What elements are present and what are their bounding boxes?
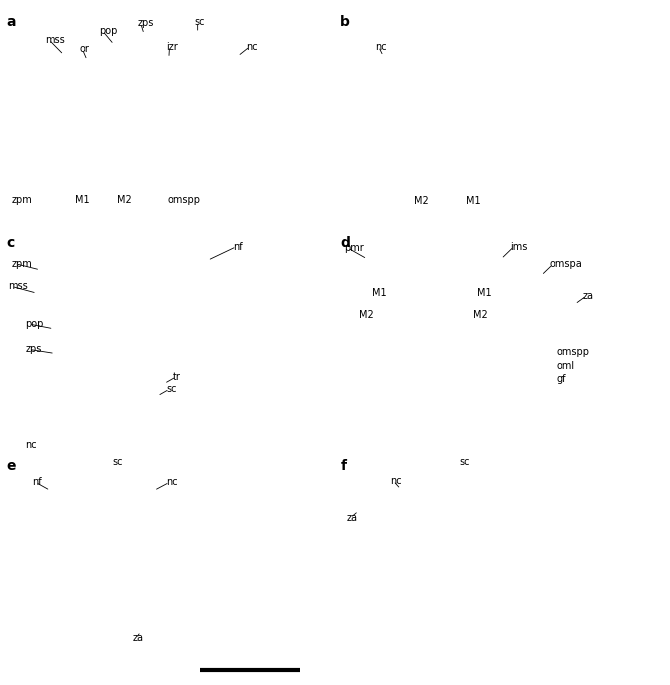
Text: sc: sc xyxy=(194,17,205,27)
Text: pop: pop xyxy=(25,319,44,329)
Text: M2: M2 xyxy=(414,197,429,206)
Text: M2: M2 xyxy=(117,195,132,205)
Text: za: za xyxy=(347,513,358,523)
Text: M1: M1 xyxy=(372,288,387,298)
Text: nc: nc xyxy=(375,42,387,51)
Text: M1: M1 xyxy=(75,195,90,205)
Text: zps: zps xyxy=(25,345,42,354)
Text: omspa: omspa xyxy=(549,260,582,269)
Text: M1: M1 xyxy=(477,288,492,298)
Text: sc: sc xyxy=(459,457,470,466)
Text: zpm: zpm xyxy=(12,259,33,269)
Text: pop: pop xyxy=(99,26,117,36)
Text: b: b xyxy=(340,15,350,29)
Text: omspp: omspp xyxy=(168,195,200,205)
Text: gf: gf xyxy=(556,375,565,384)
Text: tr: tr xyxy=(173,372,181,382)
Text: f: f xyxy=(340,459,346,473)
Text: nc: nc xyxy=(390,476,401,486)
Text: M2: M2 xyxy=(473,310,488,320)
Text: M1: M1 xyxy=(466,197,480,206)
Text: oml: oml xyxy=(556,361,574,371)
Text: nc: nc xyxy=(25,440,37,450)
Text: c: c xyxy=(7,236,15,249)
Text: sc: sc xyxy=(113,457,123,466)
Text: nc: nc xyxy=(247,42,258,51)
Text: zpm: zpm xyxy=(12,195,33,205)
Text: mss: mss xyxy=(8,282,27,291)
Text: e: e xyxy=(7,459,16,473)
Text: mss: mss xyxy=(46,35,65,45)
Text: M2: M2 xyxy=(359,310,374,320)
Text: za: za xyxy=(133,634,143,643)
Text: ims: ims xyxy=(511,242,528,251)
Text: pmr: pmr xyxy=(344,243,364,253)
Text: nf: nf xyxy=(32,477,42,487)
Text: izr: izr xyxy=(166,42,178,51)
Text: or: or xyxy=(79,45,89,54)
Text: omspp: omspp xyxy=(556,347,589,357)
Text: nc: nc xyxy=(166,477,178,487)
Text: za: za xyxy=(583,291,594,301)
Text: a: a xyxy=(7,15,16,29)
Text: d: d xyxy=(340,236,350,249)
Text: nf: nf xyxy=(233,242,243,251)
Text: sc: sc xyxy=(166,384,177,394)
Text: zps: zps xyxy=(137,18,153,28)
